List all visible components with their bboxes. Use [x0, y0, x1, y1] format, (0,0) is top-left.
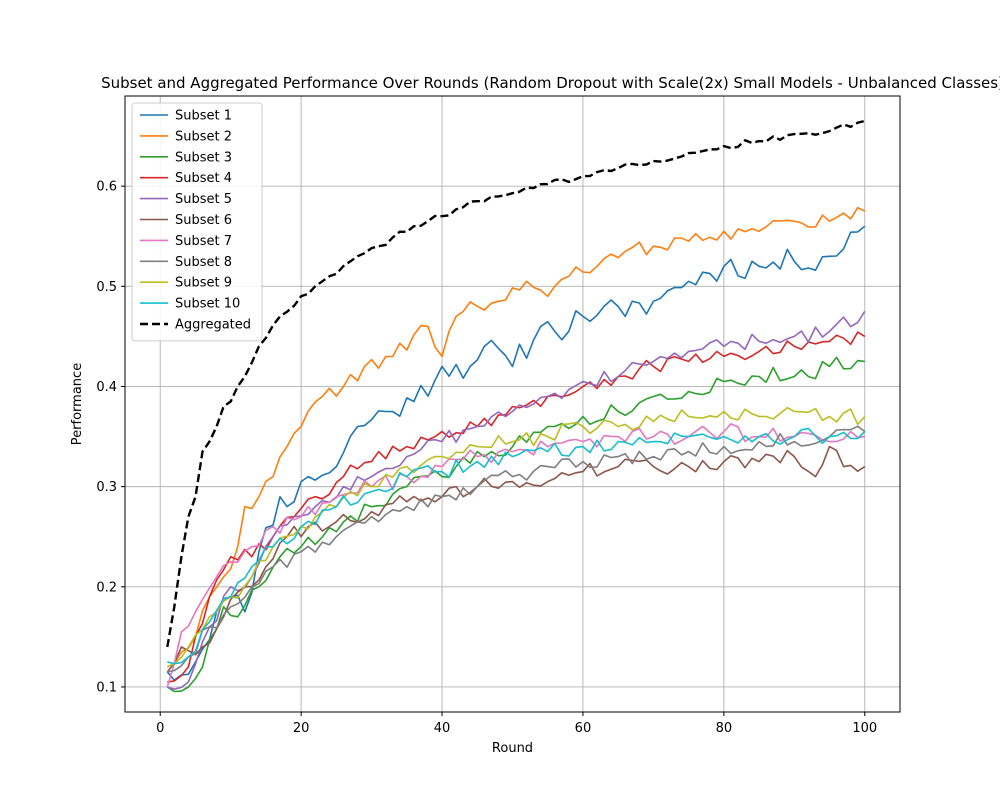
- legend-label: Subset 1: [175, 109, 232, 124]
- x-axis: 0 20 40 60 80 100: [156, 712, 877, 736]
- legend-label: Aggregated: [175, 318, 251, 333]
- series-line-subset-8: [167, 425, 866, 673]
- y-tick-label: 0.6: [96, 180, 117, 195]
- legend-label: Subset 4: [175, 171, 232, 186]
- y-axis: 0.1 0.2 0.3 0.4 0.5 0.6: [96, 180, 125, 695]
- x-tick-label: 100: [852, 721, 877, 736]
- legend-label: Subset 8: [175, 255, 232, 270]
- series-line-subset-1: [166, 225, 866, 681]
- series-line-subset-5: [167, 310, 866, 690]
- series-line-subset-10: [167, 427, 866, 665]
- legend-label: Subset 6: [175, 213, 232, 228]
- series-line-subset-2: [166, 206, 866, 668]
- plot-frame: [124, 95, 901, 713]
- x-axis-label: Round: [492, 741, 533, 756]
- y-axis-label: Performance: [70, 363, 85, 445]
- series-line-aggregated: [166, 119, 866, 648]
- series-line-subset-9: [166, 406, 866, 668]
- y-tick-label: 0.4: [96, 380, 117, 395]
- series-line-subset-7: [166, 423, 865, 688]
- legend-label: Subset 7: [175, 234, 232, 249]
- x-tick-label: 80: [716, 721, 733, 736]
- legend-label: Subset 2: [175, 129, 232, 144]
- x-tick-label: 40: [434, 721, 451, 736]
- y-tick-label: 0.1: [96, 680, 117, 695]
- legend-label: Subset 3: [175, 150, 232, 165]
- chart-title: Subset and Aggregated Performance Over R…: [101, 74, 1000, 92]
- x-tick-label: 0: [156, 721, 164, 736]
- legend-label: Subset 10: [175, 297, 240, 312]
- x-tick-label: 60: [575, 721, 592, 736]
- legend-label: Subset 5: [175, 192, 232, 207]
- series-line-subset-4: [167, 331, 866, 683]
- y-tick-label: 0.3: [96, 480, 117, 495]
- y-tick-label: 0.2: [96, 580, 117, 595]
- legend: Subset 1 Subset 2 Subset 3 Subset 4 Subset 5…: [131, 102, 263, 342]
- legend-label: Subset 9: [175, 276, 232, 291]
- x-tick-label: 20: [293, 721, 310, 736]
- series-line-subset-6: [166, 445, 866, 673]
- y-tick-label: 0.5: [96, 280, 117, 295]
- series-layer: [166, 119, 866, 693]
